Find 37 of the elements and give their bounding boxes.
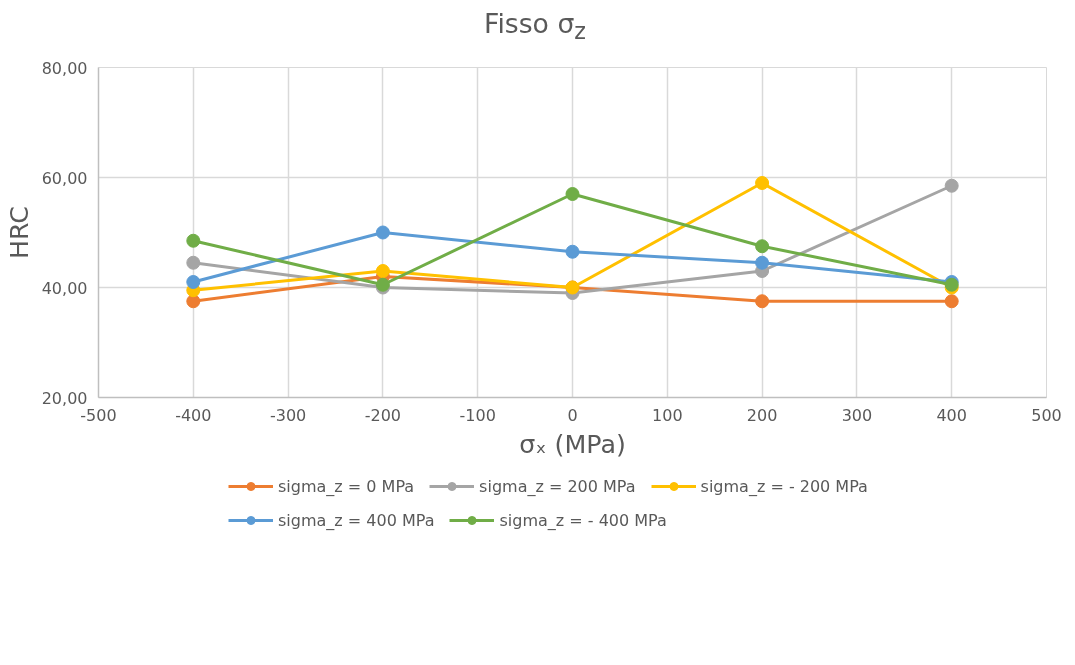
x-tick-label: -100 <box>459 405 496 425</box>
point <box>755 239 770 254</box>
x-tick-label: 300 <box>841 405 873 425</box>
legend-label: sigma_z = 400 MPa <box>278 510 435 530</box>
x-tick-label: 200 <box>746 405 778 425</box>
x-tick-label: 0 <box>567 405 578 425</box>
point <box>755 176 770 190</box>
x-tick-label: -400 <box>175 405 212 425</box>
x-tick-label: 400 <box>936 405 967 425</box>
point <box>186 294 201 309</box>
point <box>375 225 390 240</box>
x-tick-label: 100 <box>652 405 683 425</box>
y-tick-label: 60,00 <box>41 168 88 188</box>
point <box>565 244 580 259</box>
chart-title: Fisso σ$_{z}$ <box>483 7 587 47</box>
point <box>186 233 201 248</box>
y-tick-label: 40,00 <box>41 278 88 298</box>
point <box>186 275 201 289</box>
x-tick-label: 500 <box>1031 405 1062 425</box>
point <box>186 255 201 270</box>
y-axis-title: HRC <box>3 205 34 260</box>
legend-label: sigma_z = 0 MPa <box>278 476 415 496</box>
point <box>565 187 580 201</box>
point <box>755 255 770 270</box>
legend-label: sigma_z = - 400 MPa <box>499 510 667 530</box>
legend-label: sigma_z = - 200 MPa <box>700 476 868 496</box>
point <box>755 294 770 309</box>
y-tick-label: 20,00 <box>41 388 88 408</box>
legend-label: sigma_z = 200 MPa <box>479 476 636 496</box>
x-tick-label: -500 <box>80 405 117 425</box>
x-tick-label: -300 <box>269 405 307 425</box>
x-axis-title: σₓ (MPa) <box>519 428 626 459</box>
point <box>375 264 390 278</box>
y-tick-label: 80,00 <box>41 58 88 78</box>
point <box>944 178 959 193</box>
x-tick-label: -200 <box>364 405 402 425</box>
point <box>944 294 959 309</box>
